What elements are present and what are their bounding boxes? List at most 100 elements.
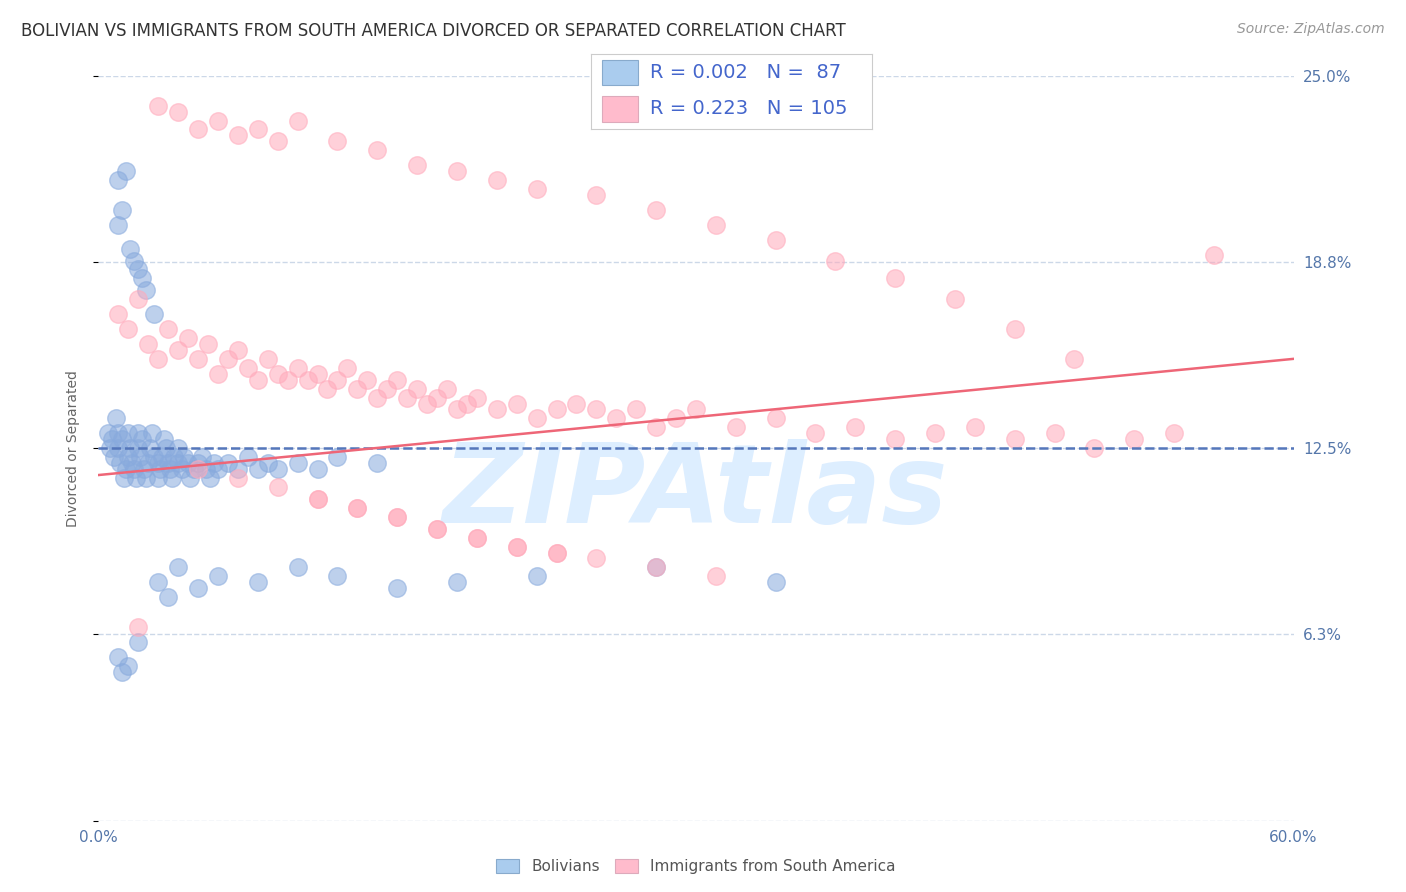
Point — [645, 560, 668, 574]
Point — [124, 253, 146, 268]
Point — [139, 442, 162, 455]
Point — [202, 456, 225, 470]
Point — [125, 471, 148, 485]
Point — [236, 450, 259, 465]
Point — [136, 337, 159, 351]
Point — [546, 402, 568, 417]
Point — [111, 665, 134, 679]
Point — [307, 491, 329, 506]
Point — [195, 462, 218, 476]
Point — [436, 382, 458, 396]
Point — [765, 575, 787, 590]
Point — [267, 367, 290, 381]
Point — [1123, 432, 1146, 446]
Text: R = 0.002   N =  87: R = 0.002 N = 87 — [650, 63, 841, 82]
Y-axis label: Divorced or Separated: Divorced or Separated — [66, 370, 80, 526]
Point — [943, 293, 966, 307]
Point — [127, 442, 149, 455]
Point — [107, 218, 129, 232]
Point — [120, 242, 142, 256]
Point — [217, 351, 239, 366]
Point — [217, 456, 239, 470]
Point — [307, 462, 329, 476]
Point — [197, 337, 219, 351]
Point — [287, 456, 309, 470]
Point — [207, 462, 229, 476]
Point — [143, 450, 166, 465]
Point — [465, 531, 488, 545]
Point — [406, 158, 429, 172]
Point — [256, 456, 278, 470]
Point — [187, 581, 209, 595]
Point — [150, 450, 173, 465]
Point — [127, 620, 149, 634]
Point — [924, 426, 946, 441]
Point — [120, 442, 142, 455]
Point — [236, 360, 259, 375]
Point — [198, 471, 221, 485]
Point — [148, 471, 170, 485]
Point — [724, 420, 747, 434]
Point — [187, 456, 209, 470]
Point — [267, 134, 290, 148]
Point — [179, 471, 201, 485]
Point — [111, 202, 134, 217]
Point — [121, 456, 143, 470]
Point — [326, 373, 349, 387]
Point — [485, 173, 508, 187]
Text: BOLIVIAN VS IMMIGRANTS FROM SOUTH AMERICA DIVORCED OR SEPARATED CORRELATION CHAR: BOLIVIAN VS IMMIGRANTS FROM SOUTH AMERIC… — [21, 22, 846, 40]
Point — [1063, 351, 1085, 366]
Point — [765, 233, 787, 247]
Point — [157, 322, 180, 336]
Point — [1043, 426, 1066, 441]
Point — [406, 382, 429, 396]
Point — [685, 402, 707, 417]
Point — [366, 143, 388, 157]
Point — [107, 173, 129, 187]
Point — [207, 569, 229, 583]
Legend: Bolivians, Immigrants from South America: Bolivians, Immigrants from South America — [491, 853, 901, 880]
Point — [117, 426, 139, 441]
Point — [124, 462, 146, 476]
Point — [366, 456, 388, 470]
Point — [173, 450, 195, 465]
Point — [131, 271, 153, 285]
Point — [98, 442, 122, 455]
Point — [396, 391, 419, 405]
Point — [416, 396, 439, 410]
Point — [287, 360, 309, 375]
Point — [346, 500, 368, 515]
Point — [426, 522, 449, 536]
Point — [107, 442, 129, 455]
Point — [111, 432, 134, 446]
Point — [585, 551, 607, 566]
Point — [277, 373, 299, 387]
Point — [226, 471, 249, 485]
Point — [526, 182, 548, 196]
Point — [446, 164, 468, 178]
Point — [117, 658, 139, 673]
Point — [585, 402, 607, 417]
Point — [167, 343, 190, 357]
Point — [465, 391, 488, 405]
Point — [149, 462, 172, 476]
Point — [246, 373, 269, 387]
Bar — [602, 96, 638, 122]
Point — [163, 450, 186, 465]
Point — [117, 450, 139, 465]
Point — [326, 450, 349, 465]
Point — [207, 113, 229, 128]
Point — [287, 560, 309, 574]
Point — [963, 420, 986, 434]
Point — [136, 456, 159, 470]
Point — [101, 432, 124, 446]
Point — [187, 462, 209, 476]
Point — [546, 545, 568, 559]
Point — [565, 396, 588, 410]
Point — [426, 391, 449, 405]
Point — [645, 560, 668, 574]
Point — [844, 420, 866, 434]
Point — [385, 509, 409, 524]
Point — [246, 575, 269, 590]
Point — [148, 351, 170, 366]
